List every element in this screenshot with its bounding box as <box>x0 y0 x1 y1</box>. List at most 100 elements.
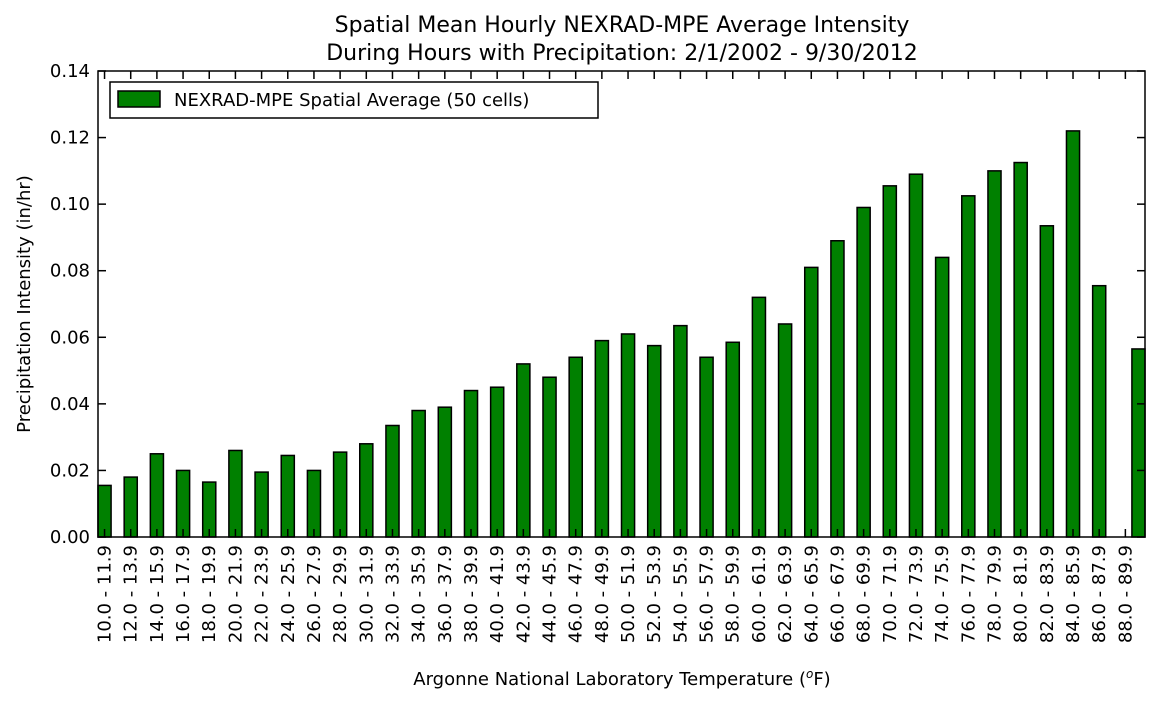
x-tick-label: 24.0 - 25.9 <box>278 545 299 643</box>
bar <box>437 406 453 538</box>
bar <box>699 356 714 538</box>
bar <box>1013 161 1028 538</box>
x-tick-label: 76.0 - 77.9 <box>958 545 979 643</box>
bar <box>620 333 636 538</box>
y-tick-label: 0.04 <box>50 394 90 415</box>
x-tick-label: 56.0 - 57.9 <box>697 545 718 643</box>
legend-box <box>109 81 599 119</box>
x-tick-label: 88.0 - 89.9 <box>1115 545 1136 643</box>
y-tick-label: 0.12 <box>50 128 90 149</box>
chart-title: Spatial Mean Hourly NEXRAD-MPE Average I… <box>335 13 910 38</box>
x-tick-label: 68.0 - 69.9 <box>854 545 875 643</box>
y-tick-label: 0.00 <box>50 527 90 548</box>
x-tick-label: 62.0 - 63.9 <box>775 545 796 643</box>
bar <box>123 476 139 538</box>
bar <box>411 409 426 538</box>
x-tick-label: 34.0 - 35.9 <box>409 545 430 643</box>
plot-frame <box>97 70 1146 538</box>
x-tick-label: 14.0 - 15.9 <box>147 545 168 643</box>
x-tick-label: 50.0 - 51.9 <box>618 545 639 643</box>
x-tick-label: 70.0 - 71.9 <box>880 545 901 643</box>
y-tick-label: 0.10 <box>50 194 90 215</box>
bar <box>385 424 400 538</box>
bar <box>568 356 583 538</box>
x-tick-label: 38.0 - 39.9 <box>461 545 482 643</box>
x-axis-ticks: 10.0 - 11.9 12.0 - 13.9 14.0 - 15.9 16.0 - … <box>95 71 1136 643</box>
bar <box>1131 348 1146 538</box>
x-tick-label: 64.0 - 65.9 <box>801 545 822 643</box>
x-tick-label: 46.0 - 47.9 <box>566 545 587 643</box>
bar <box>830 240 845 538</box>
bar <box>646 344 662 538</box>
bar <box>961 195 976 538</box>
x-tick-label: 72.0 - 73.9 <box>906 545 927 643</box>
bar <box>934 256 950 538</box>
bar <box>306 469 322 538</box>
x-tick-label: 20.0 - 21.9 <box>225 545 246 643</box>
y-axis-label: Precipitation Intensity (in/hr) <box>14 175 35 433</box>
x-tick-label: 30.0 - 31.9 <box>356 545 377 643</box>
x-tick-label: 42.0 - 43.9 <box>513 545 534 643</box>
chart-subtitle: During Hours with Precipitation: 2/1/200… <box>326 41 918 66</box>
x-tick-label: 28.0 - 29.9 <box>330 545 351 643</box>
bar <box>777 323 793 538</box>
x-tick-label: 22.0 - 23.9 <box>252 545 273 643</box>
x-tick-label: 84.0 - 85.9 <box>1063 545 1084 643</box>
x-tick-label: 40.0 - 41.9 <box>487 545 508 643</box>
bar <box>463 389 479 538</box>
x-tick-label: 58.0 - 59.9 <box>723 545 744 643</box>
x-tick-label: 82.0 - 83.9 <box>1037 545 1058 643</box>
x-tick-label: 12.0 - 13.9 <box>121 545 142 643</box>
x-tick-label: 86.0 - 87.9 <box>1089 545 1110 643</box>
y-tick-label: 0.08 <box>50 261 90 282</box>
bar <box>489 386 505 538</box>
x-tick-label: 18.0 - 19.9 <box>199 545 220 643</box>
x-tick-label: 36.0 - 37.9 <box>435 545 456 643</box>
legend-swatch <box>117 90 161 108</box>
x-tick-label: 48.0 - 49.9 <box>592 545 613 643</box>
x-tick-label: 26.0 - 27.9 <box>304 545 325 643</box>
bar <box>882 185 898 538</box>
bar <box>1039 225 1055 538</box>
bar <box>856 206 871 538</box>
legend: NEXRAD-MPE Spatial Average (50 cells) <box>109 81 599 119</box>
x-tick-label: 80.0 - 81.9 <box>1011 545 1032 643</box>
bar <box>673 324 688 538</box>
bar <box>1065 130 1081 538</box>
bar <box>516 363 531 538</box>
x-tick-label: 66.0 - 67.9 <box>827 545 848 643</box>
bar <box>751 296 767 538</box>
legend-label: NEXRAD-MPE Spatial Average (50 cells) <box>174 90 529 111</box>
bar <box>908 173 924 538</box>
bar <box>725 341 741 538</box>
x-tick-label: 54.0 - 55.9 <box>670 545 691 643</box>
x-tick-label: 78.0 - 79.9 <box>984 545 1005 643</box>
x-tick-label: 32.0 - 33.9 <box>382 545 403 643</box>
bars-group <box>97 130 1146 538</box>
bar <box>254 471 269 538</box>
x-tick-label: 52.0 - 53.9 <box>644 545 665 643</box>
bar <box>987 170 1002 538</box>
bar <box>228 449 243 538</box>
x-tick-label: 10.0 - 11.9 <box>95 545 116 643</box>
y-tick-label: 0.02 <box>50 460 90 481</box>
y-axis-ticks: 0.00 0.02 0.04 0.06 0.08 0.10 0.12 0.14 <box>50 61 1145 548</box>
bar <box>175 469 191 538</box>
bar <box>1091 284 1107 538</box>
x-tick-label: 74.0 - 75.9 <box>932 545 953 643</box>
x-tick-label: 16.0 - 17.9 <box>173 545 194 643</box>
bar <box>542 376 557 538</box>
x-axis-label: Argonne National Laboratory Temperature … <box>413 667 830 690</box>
bar <box>280 454 296 538</box>
bar <box>594 339 610 538</box>
bar <box>332 451 348 538</box>
x-tick-label: 60.0 - 61.9 <box>749 545 770 643</box>
y-tick-label: 0.06 <box>50 327 90 348</box>
bar <box>359 443 374 538</box>
bar <box>149 453 165 538</box>
y-tick-label: 0.14 <box>50 61 90 82</box>
bar <box>803 266 819 538</box>
x-tick-label: 44.0 - 45.9 <box>540 545 561 643</box>
bar <box>201 481 217 538</box>
